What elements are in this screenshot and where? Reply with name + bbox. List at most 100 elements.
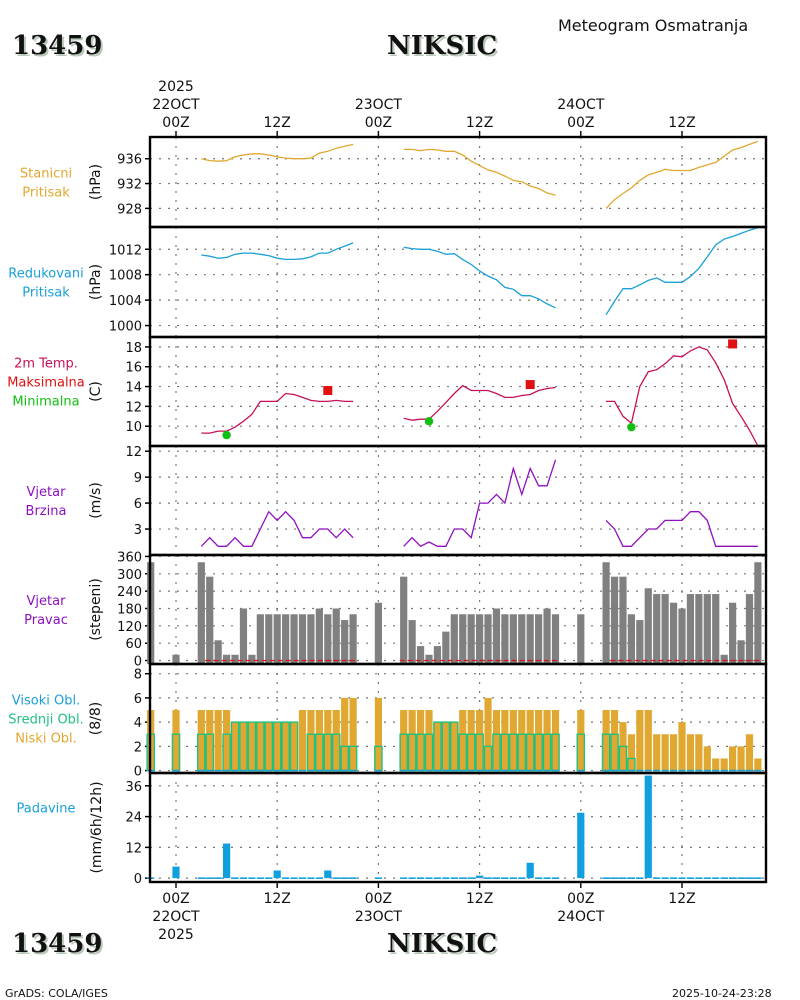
top-time-axis: 2025 22OCT 00Z 12Z 23OCT 00Z 12Z 24OCT 00Z 12Z (152, 79, 696, 137)
wind-direction-bar (450, 614, 458, 664)
precip-bar (223, 843, 231, 879)
low-cloud-bar (518, 710, 526, 771)
y-tick-label: 24 (125, 811, 142, 826)
top-tick-label: 00Z (162, 115, 189, 131)
y-tick-label: 300 (117, 568, 142, 583)
bottom-tick-label: 12Z (263, 891, 290, 907)
y-axis-label: (mm/6h/12h) (89, 781, 105, 873)
low-cloud-bar (644, 710, 652, 771)
max-temp-marker (525, 380, 535, 390)
footer-timestamp: 2025-10-24-23:28 (672, 987, 772, 1000)
series-line-reduced-pressure (605, 226, 759, 316)
top-tick-label: 12Z (263, 115, 290, 131)
panel-frame (148, 335, 768, 448)
series-line-wind-speed (605, 511, 758, 547)
y-tick-label: 0 (134, 655, 142, 670)
wind-direction-bar (374, 602, 382, 664)
low-cloud-bar (290, 722, 298, 771)
wind-direction-bar (518, 614, 526, 664)
panel-wind-direction: 0 60 120 180 240 300 360 (stepeni) Vjetar Pravac (24, 550, 768, 670)
footer-station-id-shadow: 13459 (14, 931, 104, 961)
low-cloud-bar (492, 710, 501, 771)
wind-direction-bar (669, 602, 678, 664)
wind-direction-bar (315, 608, 323, 664)
wind-direction-bar (678, 608, 686, 664)
panel-label: Pritisak (22, 186, 70, 201)
bottom-time-axis: 00Z 22OCT 2025 12Z 00Z 23OCT 12Z 00Z 24OCT 12Z (152, 882, 696, 943)
y-axis-label: (hPa) (88, 164, 104, 200)
wind-direction-bar (433, 646, 442, 664)
series-line-wind-speed (403, 459, 557, 548)
wind-direction-bar (416, 646, 425, 664)
wind-direction-bar (214, 640, 222, 664)
panel-wind-speed: 3 6 9 12 (m/s) Vjetar Brzina (26, 444, 768, 557)
low-cloud-bar (248, 722, 256, 771)
y-tick-label: 928 (117, 202, 142, 217)
footer-station-name: NIKSIC (387, 929, 497, 959)
low-cloud-bar (543, 710, 551, 771)
top-tick-label: 00Z (365, 115, 392, 131)
low-cloud-bar (610, 710, 619, 771)
wind-direction-bar (501, 614, 509, 664)
series-line-reduced-pressure (403, 246, 556, 309)
low-cloud-bar (172, 710, 180, 771)
panel-label: Srednji Obl. (8, 713, 83, 728)
low-cloud-bar (577, 710, 585, 771)
wind-direction-bar (695, 594, 703, 664)
header-station-name-shadow: NIKSIC (389, 33, 499, 63)
bottom-tick-label: 12Z (668, 891, 695, 907)
low-cloud-bar (298, 710, 307, 771)
wind-direction-bar (551, 614, 560, 664)
top-tick-label: 22OCT (152, 97, 200, 113)
panel-precipitation: 0 12 24 36 (mm/6h/12h) Padavine (17, 771, 768, 887)
bottom-tick-label: 00Z (365, 891, 392, 907)
low-cloud-bar (374, 697, 382, 771)
top-tick-label: 24OCT (557, 97, 605, 113)
wind-direction-bar (467, 614, 475, 664)
low-cloud-bar (712, 758, 720, 771)
panel-label: Vjetar (27, 594, 67, 609)
low-cloud-bar (265, 722, 273, 771)
wind-direction-bar (248, 654, 256, 664)
low-cloud-bar (315, 710, 323, 771)
min-temp-marker (424, 417, 434, 426)
low-cloud-bar (484, 697, 492, 771)
panel-label: Visoki Obl. (12, 694, 80, 709)
low-cloud-bar (636, 710, 644, 771)
y-tick-label: 12 (125, 841, 142, 856)
panel-frame (148, 135, 768, 229)
panel-label: Maksimalna (7, 376, 85, 391)
y-tick-label: 936 (117, 153, 142, 168)
series-line-temperature (403, 384, 556, 421)
y-tick-label: 36 (125, 780, 142, 795)
y-tick-label: 1000 (109, 320, 142, 335)
panel-frame (148, 444, 768, 557)
low-cloud-bar (653, 734, 661, 771)
wind-direction-bar (298, 614, 307, 664)
low-cloud-bar (332, 710, 340, 771)
min-temp-marker (222, 430, 231, 440)
wind-direction-bar (577, 614, 585, 664)
wind-direction-bar (341, 620, 349, 664)
low-cloud-bar (754, 758, 762, 771)
wind-direction-bar (602, 562, 610, 664)
panel-label: Niski Obl. (15, 732, 77, 747)
low-cloud-bar (476, 710, 484, 771)
wind-direction-bar (400, 576, 408, 664)
wind-direction-bar (307, 614, 315, 664)
bottom-tick-label: 2025 (158, 927, 194, 943)
header-station-name: NIKSIC (387, 31, 497, 61)
low-cloud-bar (324, 710, 332, 771)
low-cloud-bar (282, 722, 290, 771)
precip-bar (644, 775, 652, 879)
bottom-tick-label: 00Z (567, 891, 594, 907)
series-line-station-pressure (201, 143, 354, 162)
footer-software: GrADS: COLA/IGES (5, 987, 108, 1000)
y-tick-label: 3 (134, 523, 142, 538)
wind-direction-bar (729, 602, 737, 664)
wind-direction-bar (543, 608, 551, 664)
low-cloud-bar (256, 722, 264, 771)
wind-direction-bar (273, 614, 281, 664)
wind-direction-bar (197, 562, 205, 664)
wind-direction-bar (610, 576, 619, 664)
